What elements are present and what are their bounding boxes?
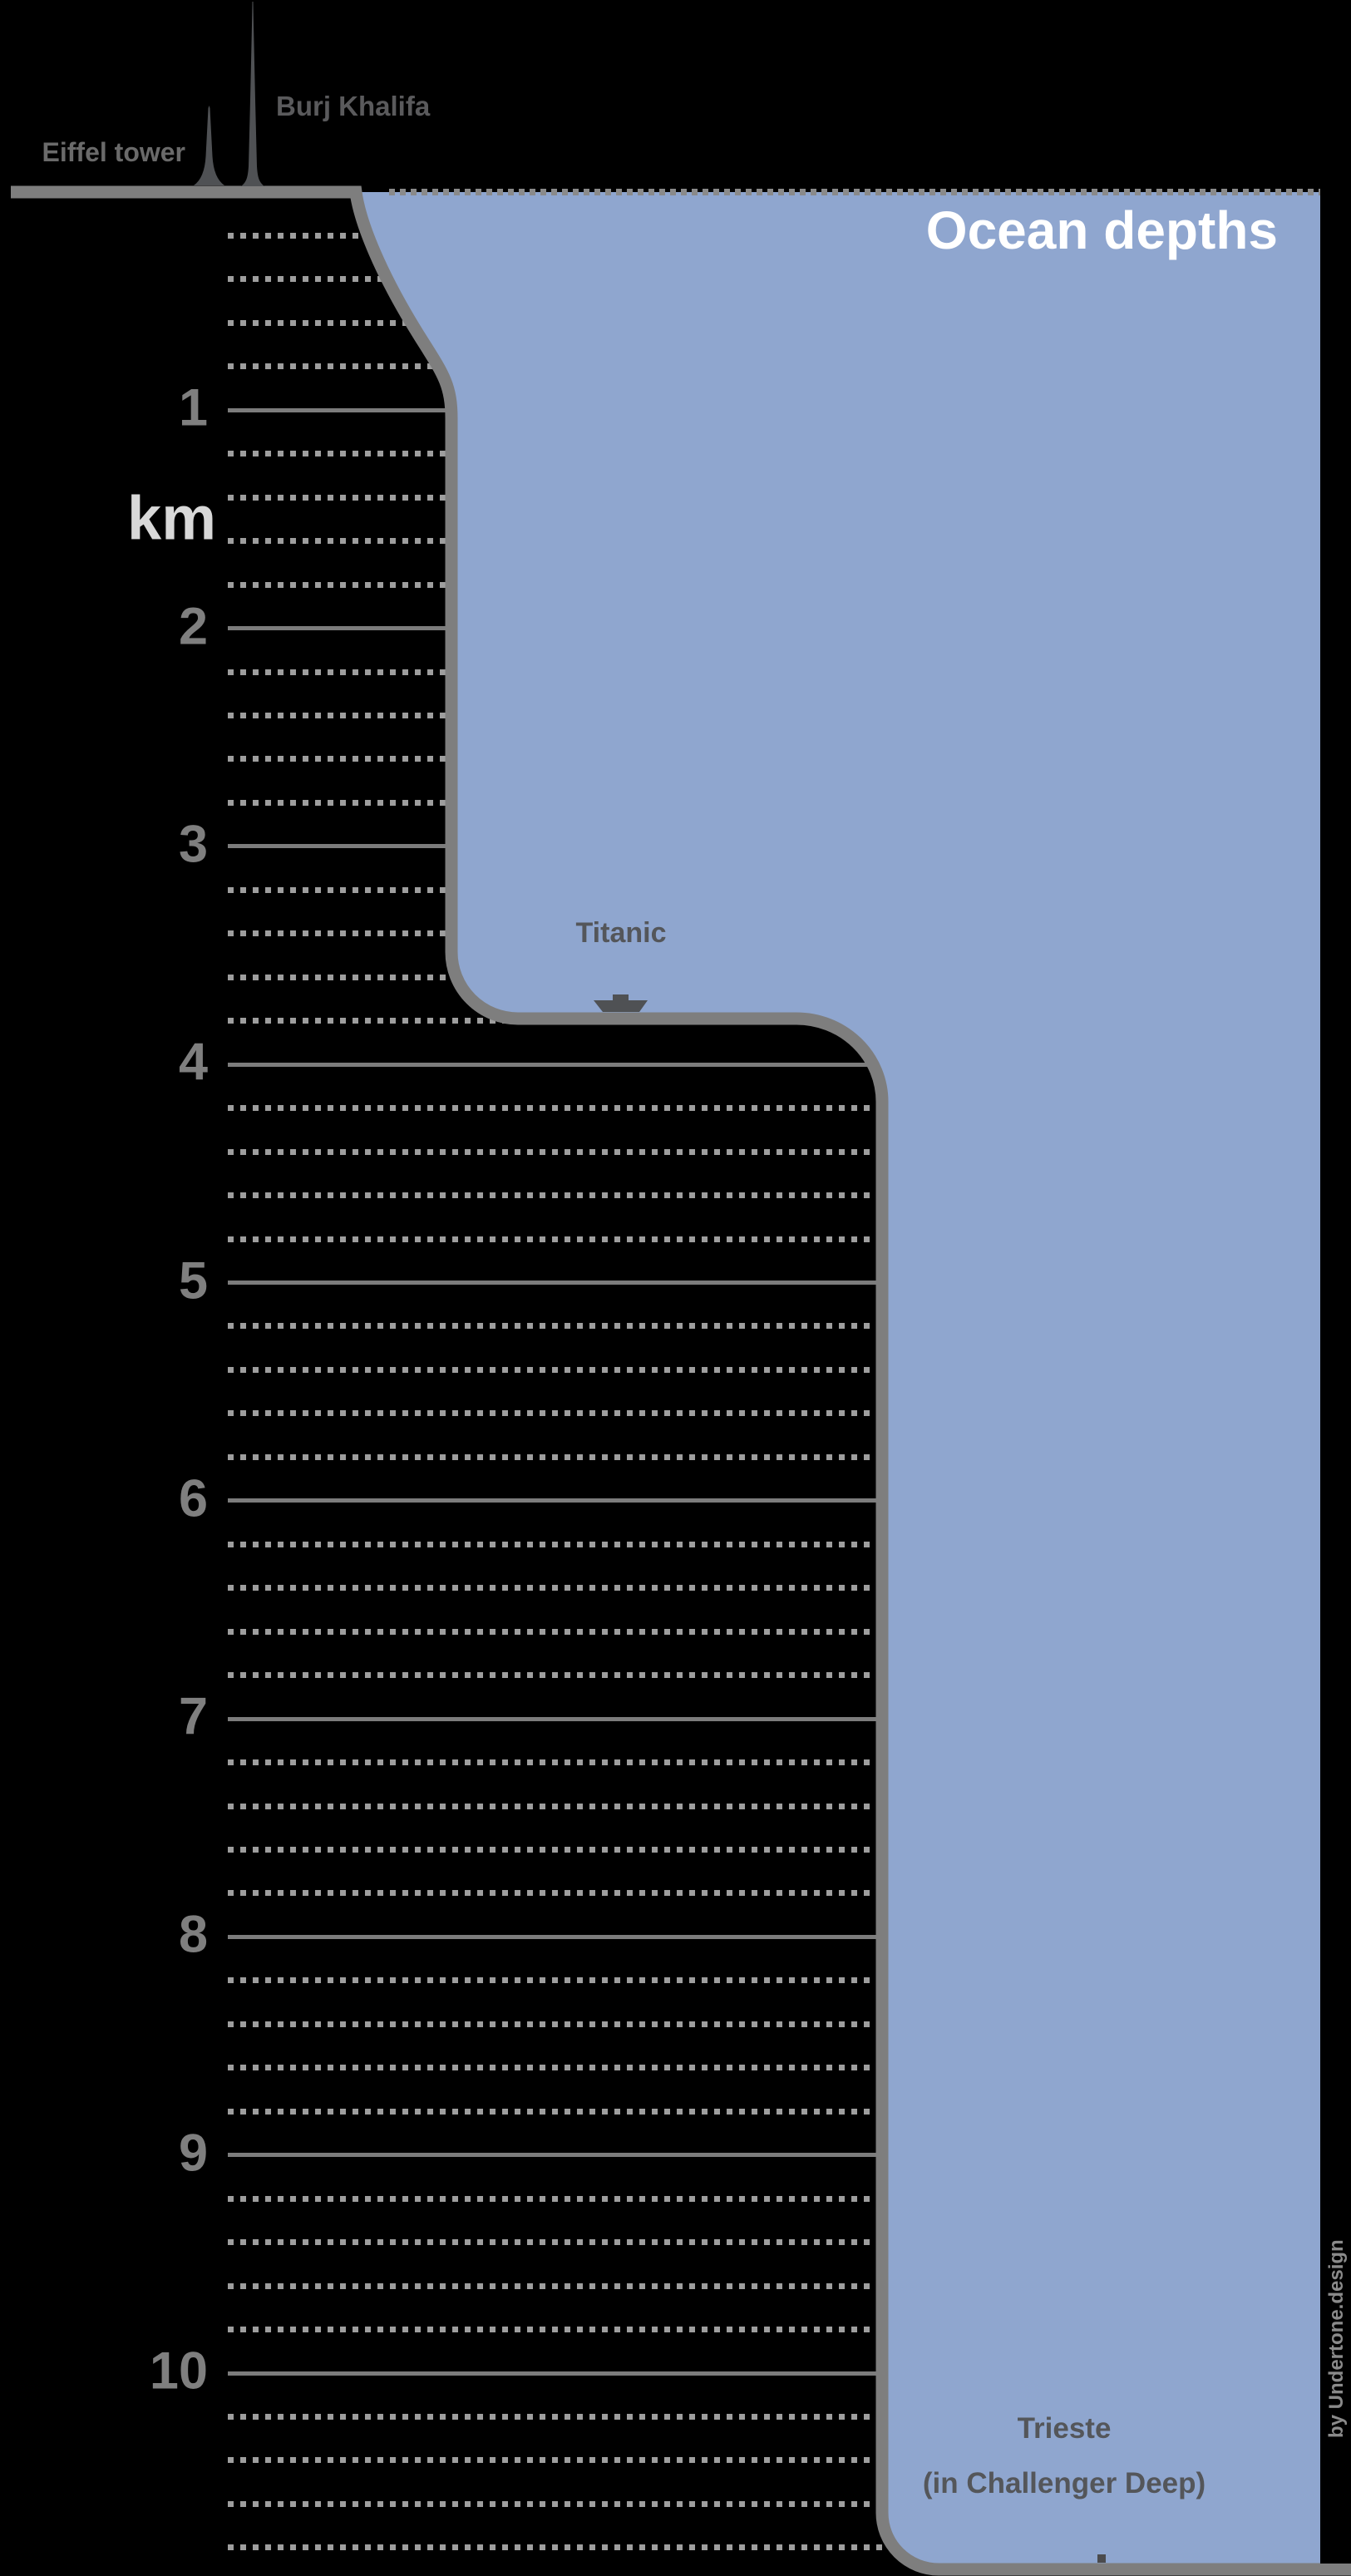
depth-major-line-4km [228, 1062, 1164, 1067]
depth-minor-line-10.2km [228, 2413, 1164, 2420]
depth-major-line-8km [228, 1934, 1164, 1939]
depth-tick-label-1km: 1 [178, 378, 208, 437]
credit-label: by Undertone.design [1325, 2239, 1348, 2438]
depth-tick-label-9km: 9 [178, 2124, 208, 2183]
depth-unit-label: km [127, 483, 216, 553]
depth-minor-line-4.4km [228, 1148, 1164, 1155]
trieste-sublabel: (in Challenger Deep) [922, 2467, 1206, 2500]
depth-minor-line-10.6km [228, 2500, 1164, 2507]
depth-tick-label-2km: 2 [178, 597, 208, 656]
depth-minor-line-6.6km [228, 1628, 1164, 1635]
depth-minor-line-4.2km [228, 1105, 1164, 1112]
titanic-label: Titanic [575, 917, 667, 949]
depth-minor-line-5.8km [228, 1453, 1164, 1460]
trieste-label: Trieste [1017, 2412, 1112, 2445]
depth-minor-line-8.4km [228, 2021, 1164, 2027]
depth-minor-line-7.8km [228, 1890, 1164, 1897]
seafloor-outline [11, 185, 1351, 2576]
page-title: Ocean depths [925, 200, 1278, 260]
depth-tick-label-6km: 6 [178, 1469, 208, 1528]
depth-minor-line-9.6km [228, 2282, 1164, 2289]
depth-minor-line-7.2km [228, 1759, 1164, 1766]
burj-khalifa-silhouette [241, 2, 264, 186]
sea-level-dotted-line [389, 189, 1320, 195]
depth-minor-line-7.4km [228, 1803, 1164, 1809]
depth-minor-line-9.2km [228, 2195, 1164, 2202]
depth-minor-line-4.8km [228, 1236, 1164, 1242]
depth-minor-line-10.4km [228, 2457, 1164, 2464]
depth-major-line-6km [228, 1498, 1164, 1503]
depth-tick-label-4km: 4 [178, 1033, 208, 1092]
depth-minor-line-8.2km [228, 1977, 1164, 1984]
depth-minor-line-6.2km [228, 1541, 1164, 1547]
titanic-ship-icon [594, 994, 648, 1012]
depth-minor-line-5.4km [228, 1366, 1164, 1373]
depth-tick-label-3km: 3 [178, 815, 208, 874]
depth-minor-line-10.8km [228, 2544, 1164, 2551]
right-edge-strip [1320, 0, 1351, 2564]
depth-minor-line-7.6km [228, 1846, 1164, 1853]
burj-khalifa-label: Burj Khalifa [276, 91, 431, 121]
depth-minor-line-8.6km [228, 2065, 1164, 2071]
depth-minor-line-8.8km [228, 2108, 1164, 2115]
trieste-marker-icon [1097, 2554, 1106, 2563]
depth-tick-label-7km: 7 [178, 1687, 208, 1746]
depth-major-line-9km [228, 2153, 1164, 2158]
depth-minor-line-9.4km [228, 2239, 1164, 2246]
depth-tick-label-8km: 8 [178, 1906, 208, 1965]
depth-minor-line-6.4km [228, 1585, 1164, 1591]
depth-minor-line-4.6km [228, 1192, 1164, 1199]
depth-minor-line-5.2km [228, 1323, 1164, 1330]
depth-minor-line-6.8km [228, 1672, 1164, 1679]
eiffel-tower-label: Eiffel tower [42, 137, 185, 167]
depth-tick-label-5km: 5 [178, 1251, 208, 1310]
depth-tick-label-10km: 10 [149, 2342, 208, 2401]
depth-major-line-7km [228, 1716, 1164, 1721]
depth-minor-line-5.6km [228, 1410, 1164, 1417]
depth-major-line-10km [228, 2371, 1164, 2376]
eiffel-tower-silhouette [194, 106, 224, 185]
ocean-water-fill [356, 192, 1351, 2569]
depth-major-line-5km [228, 1281, 1164, 1285]
depth-minor-line-9.8km [228, 2327, 1164, 2333]
